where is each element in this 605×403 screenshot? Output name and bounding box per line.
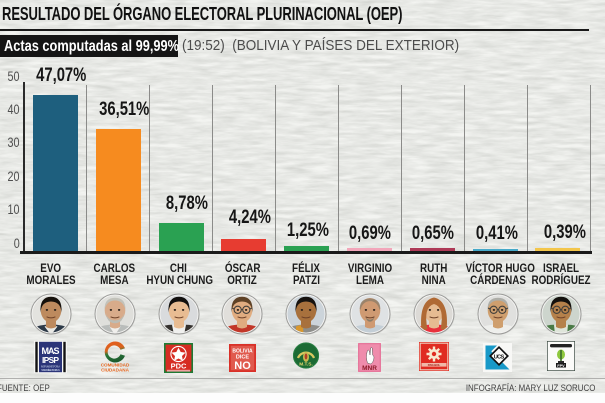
svg-text:M.T.S.: M.T.S. — [299, 362, 313, 368]
svg-text:MAS: MAS — [42, 346, 60, 356]
svg-text:IPSP: IPSP — [42, 355, 59, 365]
svg-text:DICE: DICE — [236, 355, 249, 361]
svg-text:COMUNIDAD: COMUNIDAD — [101, 363, 130, 368]
svg-text:MNR: MNR — [362, 365, 377, 372]
svg-text:NO: NO — [234, 360, 251, 372]
svg-text:PDC: PDC — [171, 362, 187, 371]
svg-text:INSTRUMENTO POR LA: INSTRUMENTO POR LA — [41, 364, 60, 368]
svg-text:CIUDADANA: CIUDADANA — [101, 368, 129, 373]
svg-text:UCS: UCS — [494, 354, 505, 360]
svg-text:PAN-BOL: PAN-BOL — [428, 363, 441, 367]
svg-text:SOBERANÍA DE LOS PUEBLOS: SOBERANÍA DE LOS PUEBLOS — [41, 368, 60, 372]
svg-text:FPV: FPV — [557, 364, 565, 368]
svg-text:BOLIVIA: BOLIVIA — [232, 349, 253, 355]
